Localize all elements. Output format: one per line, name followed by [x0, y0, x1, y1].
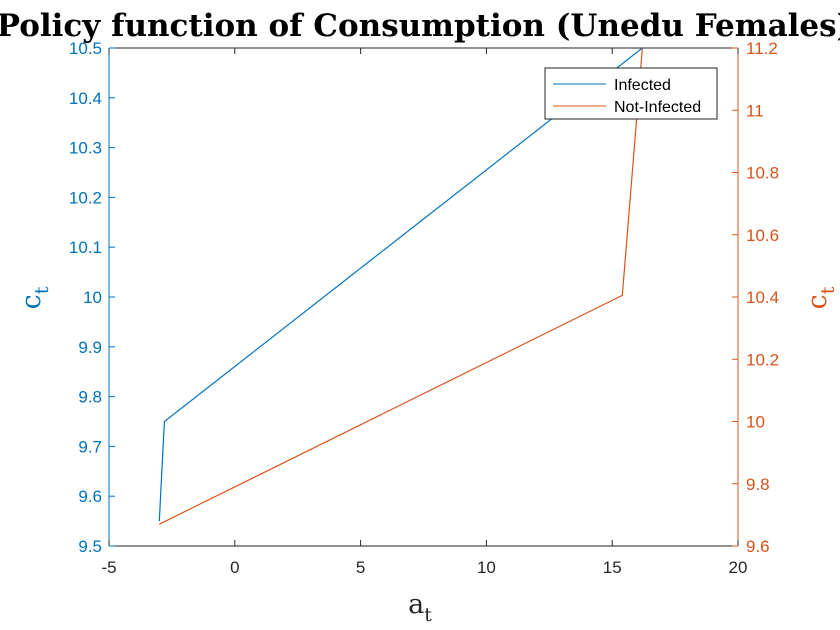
y-left-tick-label: 10.5 [69, 39, 102, 58]
series-line-not-infected [159, 48, 643, 525]
y-right-tick-label: 10 [746, 413, 765, 432]
chart-title: Policy function of Consumption (Unedu Fe… [0, 8, 840, 44]
y-left-tick-label: 9.9 [78, 338, 102, 357]
legend-label-infected: Infected [614, 77, 671, 94]
y-left-axis-label-sub: t [31, 286, 53, 294]
y-right-axis-label: ct [802, 286, 839, 309]
x-tick-label: 10 [477, 558, 496, 577]
plot-area [108, 47, 739, 547]
y-right-tick-label: 10.2 [746, 350, 779, 369]
y-left-tick-label: 9.7 [78, 437, 102, 456]
y-right-tick-label: 11 [746, 101, 764, 120]
y-left-tick-label: 10.1 [69, 238, 102, 257]
x-axis-label-base: a [408, 589, 424, 620]
svg-text:ct: ct [16, 286, 53, 309]
x-tick-label: 20 [729, 558, 748, 577]
legend: Infected Not-Infected [544, 67, 718, 120]
y-left-tick-label: 10.3 [69, 139, 102, 158]
x-tick-label: 0 [230, 558, 239, 577]
y-right-tick-label: 9.6 [746, 537, 770, 556]
svg-text:at: at [408, 589, 432, 626]
legend-label-not-infected: Not-Infected [614, 99, 701, 116]
x-axis-label-sub: t [424, 604, 432, 626]
y-left-tick-label: 10.2 [69, 188, 102, 207]
ticks-layer: -5 0 5 10 15 20 9.5 9.6 9.7 9.8 9.9 10 10.1 10.2 10.3 1… [69, 39, 779, 577]
svg-text:ct: ct [802, 286, 839, 309]
y-right-tick-label: 10.4 [746, 288, 779, 307]
y-right-tick-label: 9.8 [746, 475, 770, 494]
y-left-tick-label: 9.8 [78, 388, 102, 407]
y-left-axis-label: ct [16, 286, 53, 309]
y-left-tick-label: 10.4 [69, 89, 102, 108]
legend-box [544, 67, 718, 120]
x-axis-label: at [408, 589, 432, 626]
y-right-tick-label: 10.6 [746, 226, 779, 245]
x-tick-label: 15 [603, 558, 622, 577]
series-layer [158, 48, 643, 525]
x-tick-label: 5 [356, 558, 365, 577]
y-right-axis-label-sub: t [817, 286, 839, 294]
y-right-axis-label-base: c [802, 294, 833, 309]
y-left-tick-label: 9.6 [78, 487, 102, 506]
y-left-axis-label-base: c [16, 294, 47, 309]
y-left-tick-label: 9.5 [78, 537, 102, 556]
x-tick-label: -5 [101, 558, 116, 577]
y-right-tick-label: 10.8 [746, 164, 779, 183]
series-line-infected [158, 48, 643, 522]
y-right-tick-label: 11.2 [746, 39, 778, 58]
y-left-tick-label: 10 [83, 288, 102, 307]
